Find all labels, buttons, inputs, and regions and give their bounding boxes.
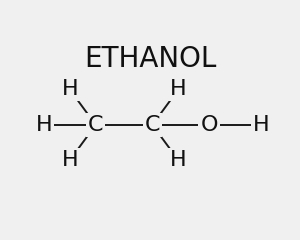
Text: H: H bbox=[61, 150, 78, 170]
Text: H: H bbox=[253, 115, 269, 135]
Text: C: C bbox=[145, 115, 160, 135]
Text: H: H bbox=[35, 115, 52, 135]
Text: H: H bbox=[170, 150, 187, 170]
Text: C: C bbox=[88, 115, 103, 135]
Text: O: O bbox=[200, 115, 218, 135]
Text: ETHANOL: ETHANOL bbox=[84, 45, 216, 73]
Text: H: H bbox=[61, 79, 78, 99]
Text: H: H bbox=[170, 79, 187, 99]
